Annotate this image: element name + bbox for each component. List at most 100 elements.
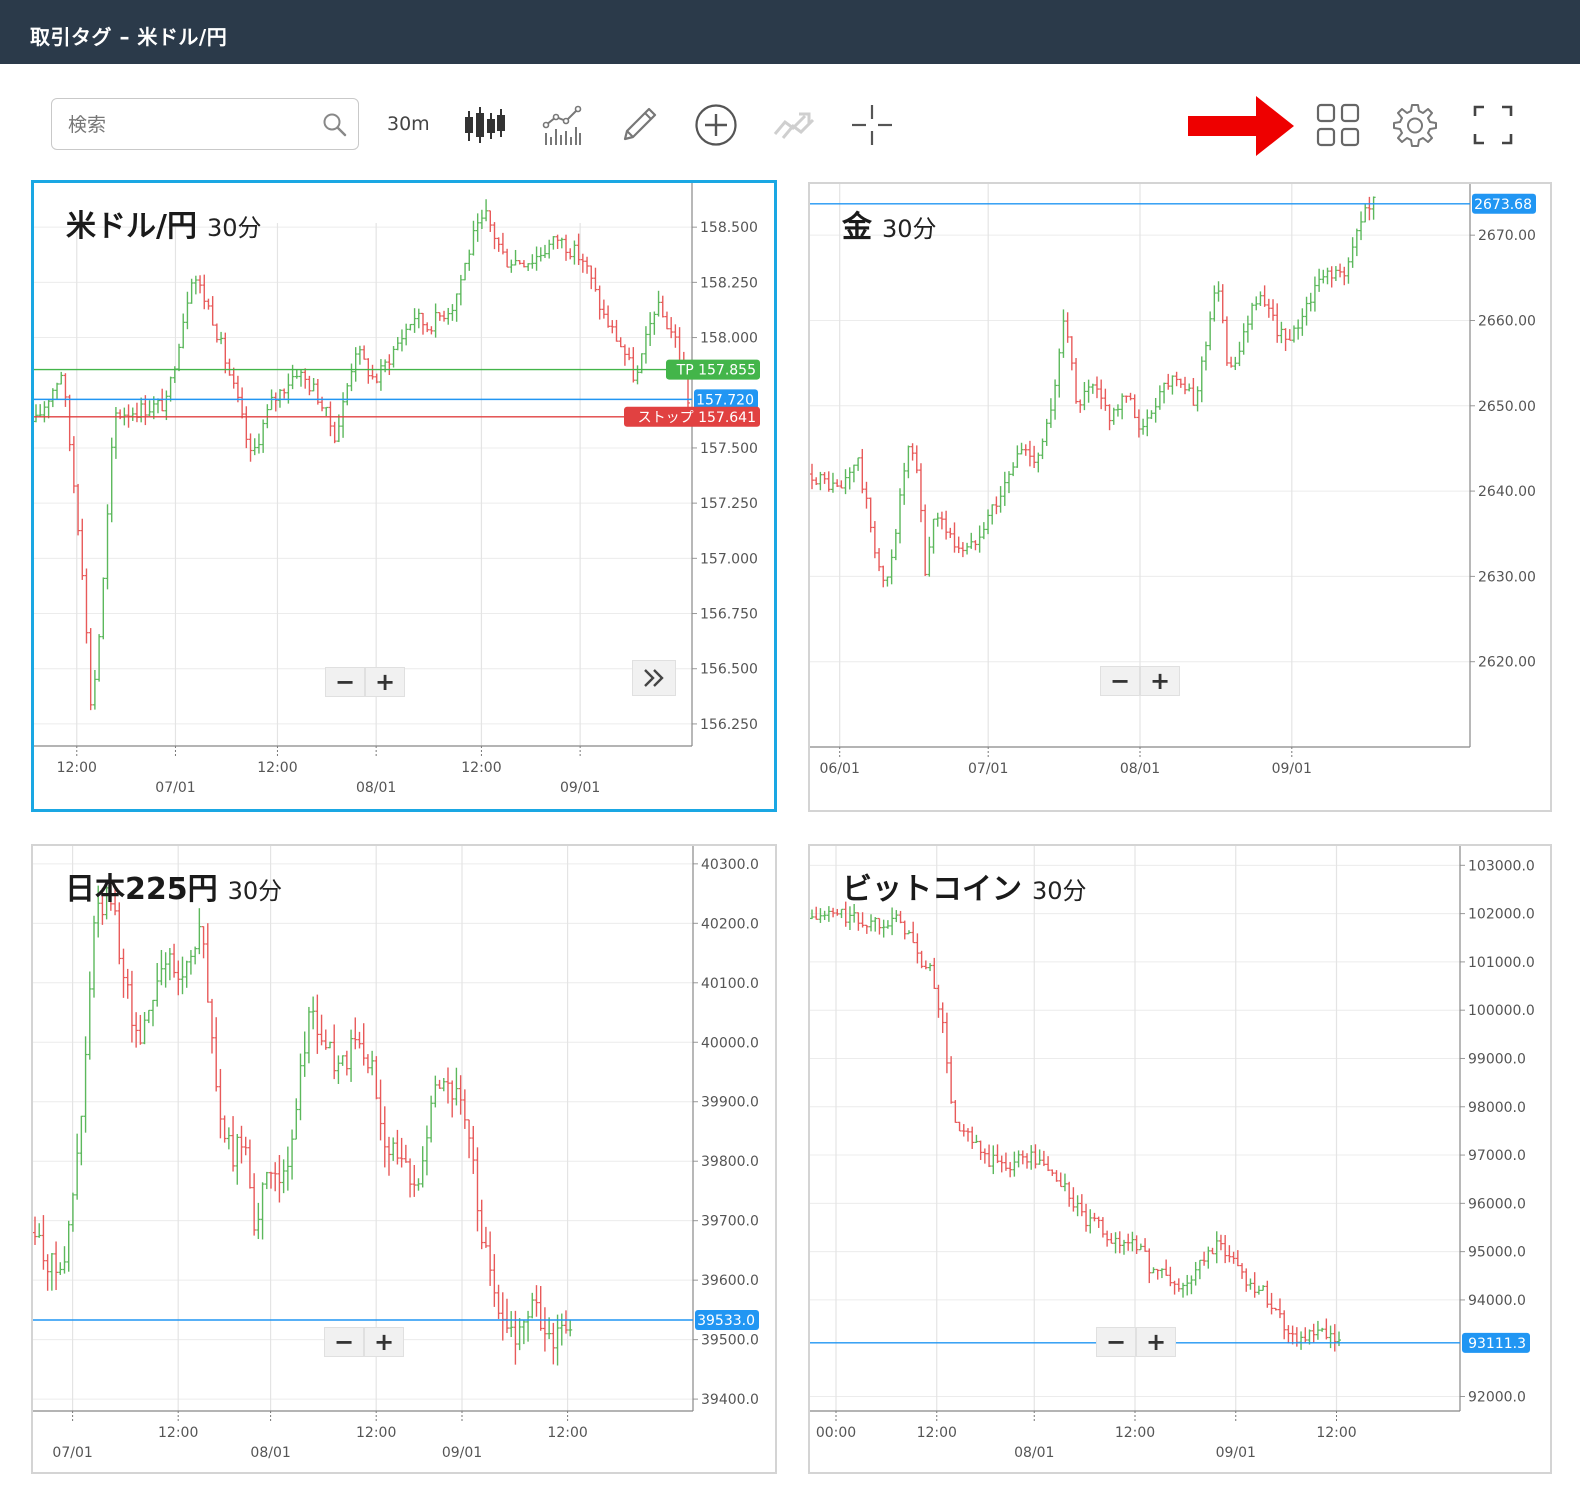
ohlc-bar <box>1057 348 1062 398</box>
ohlc-bar <box>673 324 678 348</box>
ohlc-bar <box>1324 1318 1329 1340</box>
ohlc-bar <box>589 265 594 290</box>
crosshair-button[interactable] <box>848 100 896 150</box>
zoom-out-button[interactable]: − <box>324 1327 364 1357</box>
x-tick-label: 08/01 <box>1120 761 1160 777</box>
ohlc-bar <box>139 397 144 423</box>
x-tick-label: 00:00 <box>816 1425 856 1441</box>
ohlc-bar <box>1287 329 1292 341</box>
ohlc-bar <box>923 960 928 970</box>
ohlc-bar <box>935 512 940 527</box>
ohlc-bar <box>918 463 923 523</box>
zoom-out-button[interactable]: − <box>1100 666 1140 696</box>
ohlc-bar <box>1065 312 1070 343</box>
zoom-in-button[interactable]: + <box>1136 1327 1176 1357</box>
ohlc-bar <box>564 234 569 261</box>
ohlc-bar <box>585 256 590 274</box>
ohlc-bar <box>450 304 455 321</box>
ohlc-bar <box>244 406 249 449</box>
chart-timeframe: 30分 <box>882 215 937 243</box>
fullscreen-button[interactable] <box>1468 100 1518 150</box>
ohlc-bar <box>357 345 362 365</box>
ohlc-bar <box>467 249 472 271</box>
ohlc-bar <box>479 1199 484 1250</box>
scroll-to-latest-button[interactable] <box>632 660 676 696</box>
ohlc-bar <box>429 326 434 335</box>
ohlc-bar <box>366 358 371 384</box>
ohlc-bar <box>1317 268 1322 292</box>
candlestick-button[interactable] <box>460 100 508 150</box>
ohlc-bar <box>1094 376 1099 399</box>
ohlc-bar <box>484 199 489 222</box>
ohlc-bar <box>669 317 674 339</box>
ohlc-bar <box>568 248 573 260</box>
ohlc-bar <box>163 952 168 988</box>
timeframe-button[interactable]: 30m <box>387 113 430 135</box>
price-label-box <box>695 1310 759 1331</box>
zoom-out-button[interactable]: − <box>1096 1327 1136 1357</box>
layout-button[interactable] <box>1313 100 1363 150</box>
ohlc-bar <box>1090 383 1095 394</box>
compare-button[interactable] <box>770 100 818 150</box>
ohlc-bar <box>1058 1172 1063 1188</box>
ohlc-bar <box>881 919 886 938</box>
chart-title: 米ドル/円 30分 <box>66 201 262 245</box>
ohlc-bar <box>172 943 177 978</box>
x-tick-label: 12:00 <box>1115 1425 1155 1441</box>
ohlc-bar <box>147 400 152 417</box>
ohlc-bar <box>1103 388 1108 411</box>
ohlc-bar <box>810 463 814 490</box>
add-button[interactable] <box>692 100 740 150</box>
ohlc-bar <box>483 1226 488 1248</box>
price-chart[interactable]: 2670.00 2660.00 2650.00 2640.00 2630.00 2620.… <box>810 184 1550 810</box>
ohlc-bar <box>814 906 819 920</box>
ohlc-bar <box>810 909 814 920</box>
ohlc-bar <box>1006 471 1011 494</box>
settings-button[interactable] <box>1390 100 1440 150</box>
zoom-in-button[interactable]: + <box>364 1327 404 1357</box>
ohlc-bar <box>1121 1239 1126 1255</box>
chart-panel-usdjpy[interactable]: 158.500 158.250 158.000 157.500 157.250 157.0… <box>31 180 777 812</box>
ohlc-bar <box>437 1079 442 1089</box>
ohlc-bar <box>1166 373 1171 390</box>
ohlc-bar <box>1183 376 1188 395</box>
ohlc-bar <box>1193 1261 1198 1286</box>
price-chart[interactable]: 103000.0 102000.0 101000.0 100000.0 99000.0 9… <box>810 846 1550 1472</box>
ohlc-bar <box>391 346 396 368</box>
ohlc-bar <box>386 1136 391 1176</box>
ohlc-bar <box>214 323 219 343</box>
price-chart[interactable]: 158.500 158.250 158.000 157.500 157.250 157.0… <box>34 183 774 809</box>
ohlc-bar <box>1075 1195 1080 1217</box>
y-tick-label: 94000.0 <box>1468 1293 1526 1309</box>
ohlc-bar <box>38 404 43 417</box>
chart-panel-gold[interactable]: 2670.00 2660.00 2650.00 2640.00 2630.00 2620.… <box>808 182 1552 812</box>
draw-button[interactable] <box>615 100 663 150</box>
ohlc-bar <box>408 323 413 331</box>
ohlc-bar <box>189 278 194 304</box>
chart-panel-bitcoin[interactable]: 103000.0 102000.0 101000.0 100000.0 99000.0 9… <box>808 844 1552 1474</box>
ohlc-bar <box>1134 1235 1139 1255</box>
price-chart[interactable]: 40300.0 40200.0 40100.0 40000.0 39900.0 39800… <box>33 846 775 1472</box>
ohlc-bar <box>1168 1266 1173 1287</box>
ohlc-bar <box>1337 1331 1341 1347</box>
price-label: 39533.0 <box>697 1313 755 1329</box>
ohlc-bar <box>201 926 206 959</box>
search-box[interactable] <box>51 98 359 150</box>
search-input[interactable] <box>66 111 310 139</box>
ohlc-bar <box>58 1262 63 1275</box>
ohlc-bar <box>877 548 882 572</box>
ohlc-bar <box>446 307 451 325</box>
ohlc-bar <box>475 213 480 242</box>
ohlc-bar <box>1185 1274 1190 1296</box>
zoom-in-button[interactable]: + <box>1140 666 1180 696</box>
indicator-button[interactable] <box>538 100 586 150</box>
ohlc-bar <box>957 1121 962 1132</box>
ohlc-bar <box>1265 1280 1270 1308</box>
zoom-in-button[interactable]: + <box>365 667 405 697</box>
zoom-controls: − + <box>324 1327 406 1357</box>
search-icon[interactable] <box>322 112 348 138</box>
zoom-out-button[interactable]: − <box>325 667 365 697</box>
ohlc-bar <box>294 369 299 379</box>
ohlc-bar <box>843 469 848 495</box>
chart-panel-nikkei[interactable]: 40300.0 40200.0 40100.0 40000.0 39900.0 39800… <box>31 844 777 1474</box>
